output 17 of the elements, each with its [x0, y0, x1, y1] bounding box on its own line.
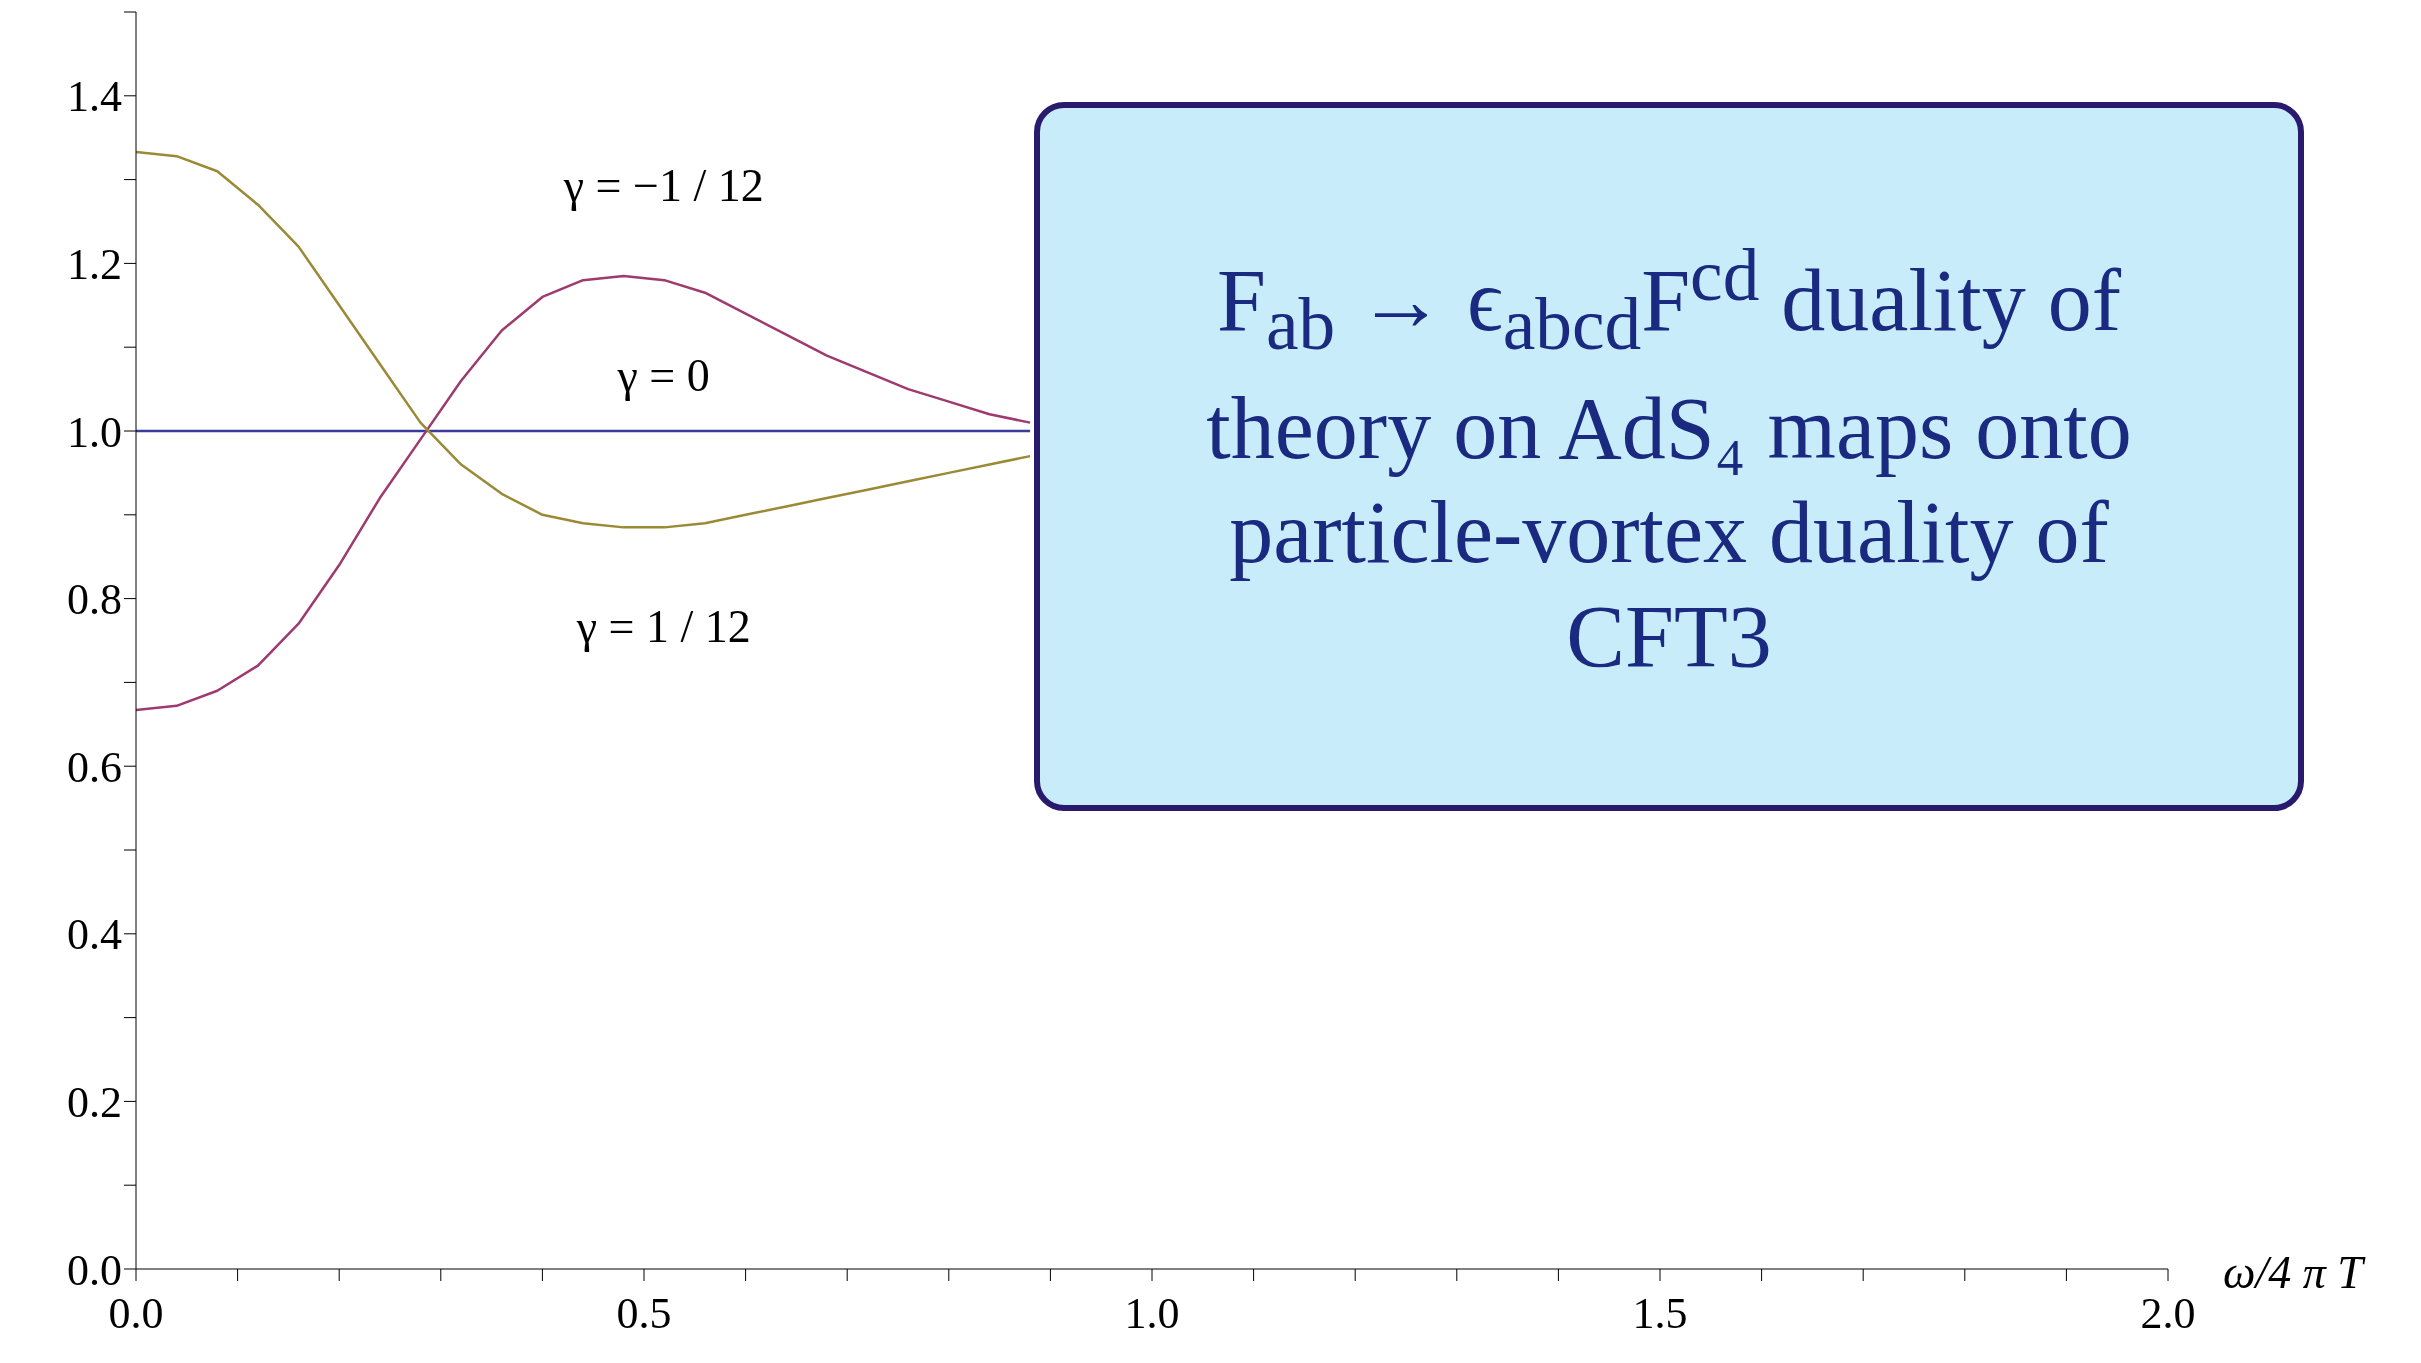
y-tick-label: 1.4: [67, 72, 122, 122]
y-tick-label: 0.8: [67, 575, 122, 625]
y-tick-label: 1.2: [67, 240, 122, 290]
y-tick-label: 0.2: [67, 1078, 122, 1128]
x-tick-label: 1.5: [1632, 1289, 1688, 1339]
series-label: γ = 0: [616, 350, 710, 401]
line-series: [136, 150, 1032, 529]
series-label: γ = −1 / 12: [562, 159, 764, 211]
line-series: [136, 274, 1032, 712]
y-tick-label: 0.4: [67, 910, 122, 960]
y-tick-label: 0.6: [67, 742, 122, 792]
x-tick-label: 1.0: [1124, 1289, 1180, 1339]
callout-box: F$_{ab}$ → ϵ$_{abcd}$F$^{cd}$ duality of theory on AdS₄ maps onto particle-vortex duality of CFT3: [1034, 102, 2304, 811]
x-tick-label: 2.0: [2140, 1289, 2196, 1339]
series-label: γ = 1 / 12: [575, 601, 751, 653]
y-tick-label: 1.0: [67, 407, 122, 457]
x-tick-label: 0.5: [616, 1289, 672, 1339]
